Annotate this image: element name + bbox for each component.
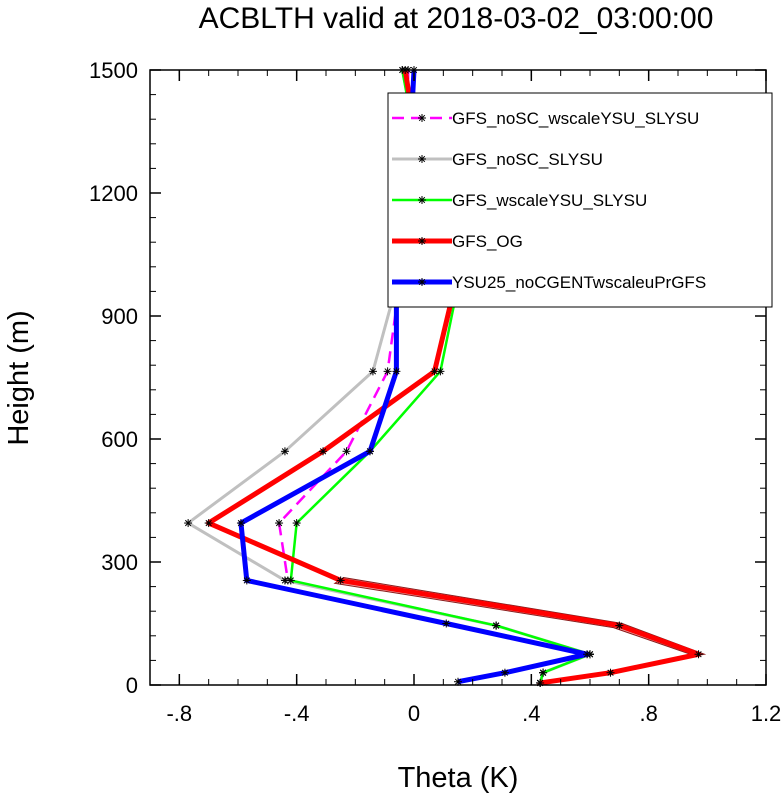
data-point — [606, 668, 615, 677]
legend-entry: GFS_noSC_SLYSU — [392, 150, 603, 169]
legend-marker — [418, 237, 426, 245]
x-axis-title: Theta (K) — [398, 762, 519, 794]
data-point — [492, 621, 501, 630]
y-tick-label: 300 — [101, 550, 138, 575]
y-tick-label: 900 — [101, 304, 138, 329]
legend-label: GFS_noSC_wscaleYSU_SLYSU — [452, 109, 699, 128]
legend-entry: GFS_OG — [392, 232, 523, 251]
legend-label: GFS_noSC_SLYSU — [452, 150, 603, 169]
data-point — [286, 576, 295, 585]
x-tick-label: -.4 — [284, 701, 310, 726]
y-tick-label: 0 — [126, 673, 138, 698]
data-point — [184, 519, 193, 528]
legend-entry: GFS_noSC_wscaleYSU_SLYSU — [392, 109, 699, 128]
data-point — [336, 576, 345, 585]
x-tick-label: -.8 — [166, 701, 192, 726]
y-axis-title: Height (m) — [3, 310, 35, 445]
x-tick-label: .4 — [522, 701, 540, 726]
data-point — [442, 619, 451, 628]
y-tick-label: 600 — [101, 427, 138, 452]
y-tick-label: 1200 — [89, 181, 138, 206]
plot-frame — [149, 69, 767, 686]
legend-entry: GFS_wscaleYSU_SLYSU — [392, 191, 647, 210]
data-point — [292, 519, 301, 528]
data-point — [242, 576, 251, 585]
data-point — [204, 519, 213, 528]
x-tick-label: 1.2 — [751, 701, 782, 726]
data-point — [275, 519, 284, 528]
data-point — [430, 367, 439, 376]
data-point — [236, 519, 245, 528]
x-tick-label: 0 — [408, 701, 420, 726]
data-point — [342, 447, 351, 456]
data-point — [392, 367, 401, 376]
legend-marker — [418, 278, 426, 286]
data-point — [280, 447, 289, 456]
legend: GFS_noSC_wscaleYSU_SLYSU GFS_noSC_SLYSU GF… — [387, 92, 773, 308]
x-tick-label: .8 — [639, 701, 657, 726]
chart-title: ACBLTH valid at 2018-03-02_03:00:00 — [199, 2, 714, 35]
legend-label: GFS_wscaleYSU_SLYSU — [452, 191, 647, 210]
data-point — [319, 447, 328, 456]
legend-marker — [418, 196, 426, 204]
legend-label: GFS_OG — [452, 232, 523, 251]
legend-marker — [418, 114, 426, 122]
legend-entry: YSU25_noCGENTwscaleuPrGFS — [392, 273, 706, 292]
data-point — [583, 650, 592, 659]
axis-ticks: -.8 -.4 0 .4 .8 1.2 0 300 600 900 1200 1500 — [89, 58, 781, 726]
legend-marker — [418, 155, 426, 163]
legend-label: YSU25_noCGENTwscaleuPrGFS — [452, 273, 706, 292]
data-point — [615, 621, 624, 630]
data-point — [366, 447, 374, 456]
data-point — [383, 367, 392, 376]
data-point — [539, 668, 548, 677]
data-point — [694, 650, 703, 659]
data-point — [368, 367, 377, 376]
y-tick-label: 1500 — [89, 58, 138, 83]
data-point — [500, 668, 509, 677]
